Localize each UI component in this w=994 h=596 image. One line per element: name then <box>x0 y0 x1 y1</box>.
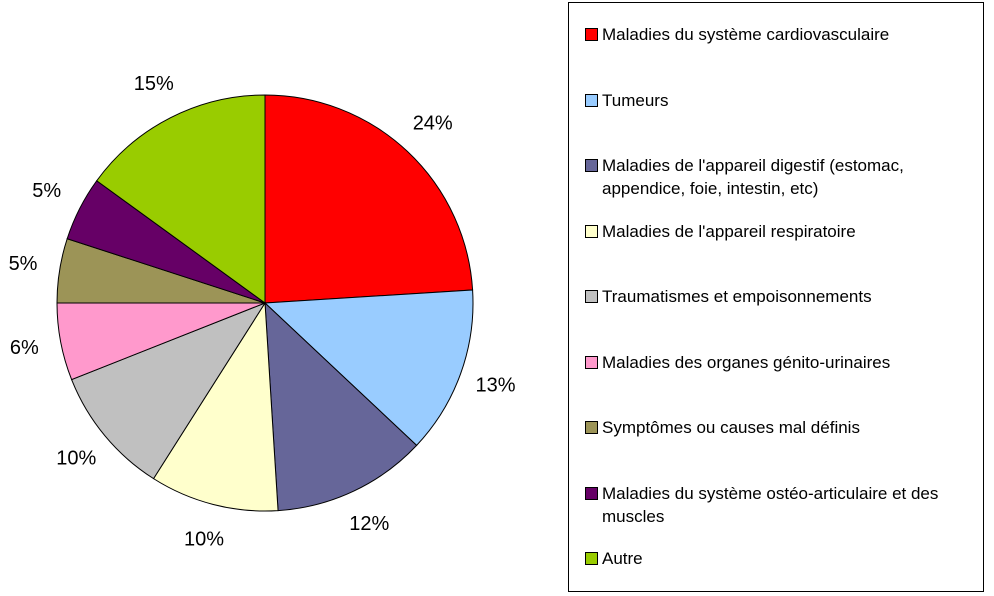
legend-swatch <box>585 355 598 369</box>
legend-swatch <box>585 28 598 41</box>
legend-item: Symptômes ou causes mal définis <box>585 416 975 439</box>
data-label: 5% <box>9 253 38 275</box>
data-label: 24% <box>413 113 453 135</box>
data-label: 10% <box>184 529 224 551</box>
pie-slice <box>264 94 474 304</box>
pie-slice <box>152 301 279 512</box>
legend-label: Maladies du système ostéo-articulaire et… <box>602 483 939 526</box>
legend: Maladies du système cardiovasculaire Tume… <box>568 2 984 592</box>
data-label: 6% <box>10 337 39 359</box>
data-label: 15% <box>134 73 174 95</box>
legend-item: Maladies des organes génito-urinaires <box>585 351 975 374</box>
legend-swatch <box>585 421 598 434</box>
legend-label: Maladies de l'appareil respiratoire <box>602 221 856 241</box>
data-label: 10% <box>56 447 96 469</box>
legend-item: Maladies de l'appareil digestif (estomac… <box>585 154 975 200</box>
legend-label: Maladies du système cardiovasculaire <box>602 25 890 44</box>
legend-swatch <box>585 224 598 238</box>
legend-label: Maladies des organes génito-urinaires <box>602 352 891 372</box>
legend-swatch <box>585 486 598 500</box>
legend-item: Maladies de l'appareil respiratoire <box>585 220 975 243</box>
legend-swatch <box>585 159 598 172</box>
legend-label: Traumatismes et empoisonnements <box>602 287 872 306</box>
legend-item: Autre <box>585 547 975 570</box>
legend-item: Maladies du système ostéo-articulaire et… <box>585 482 975 528</box>
legend-swatch <box>585 290 598 303</box>
pie-slice <box>264 301 418 512</box>
legend-swatch <box>585 93 598 107</box>
pie-slice <box>70 301 267 480</box>
legend-swatch <box>585 552 598 565</box>
data-label: 5% <box>32 180 61 202</box>
data-label: 13% <box>476 374 516 396</box>
legend-label: Symptômes ou causes mal définis <box>602 418 860 437</box>
legend-label: Maladies de l'appareil digestif (estomac… <box>602 156 904 198</box>
pie-chart: 24% 13% 12% 10% 10% 6% 5% 5% 15% <box>9 73 516 551</box>
legend-label: Tumeurs <box>602 90 669 110</box>
pie-slice <box>96 94 266 304</box>
legend-item: Maladies du système cardiovasculaire <box>585 23 975 46</box>
legend-item: Tumeurs <box>585 89 975 112</box>
legend-item: Traumatismes et empoisonnements <box>585 285 975 308</box>
data-label: 12% <box>349 513 389 535</box>
pie-slice <box>263 289 474 447</box>
legend-label: Autre <box>602 549 643 568</box>
